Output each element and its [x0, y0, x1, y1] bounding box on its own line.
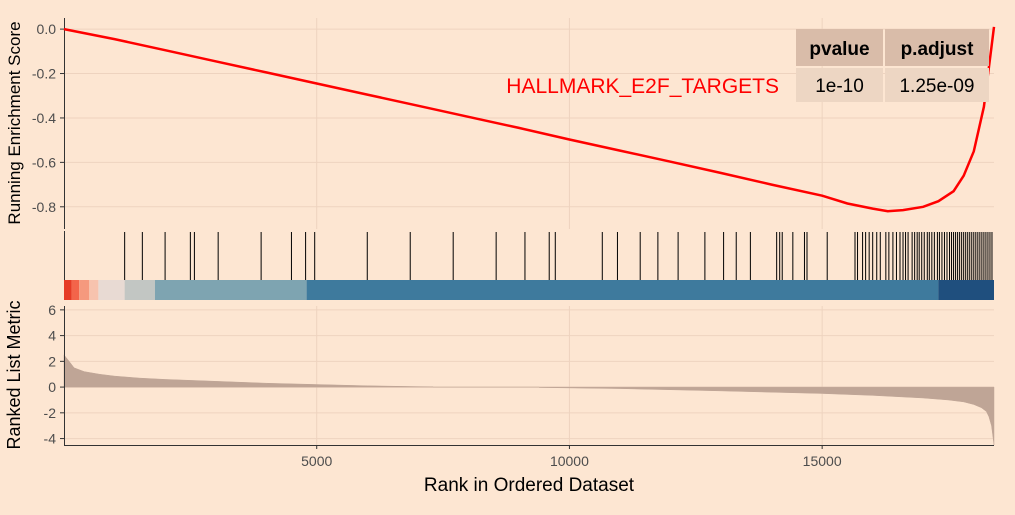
rm-x-ticks: 5000 10000 15000	[301, 445, 842, 469]
gene-set-label: HALLMARK_E2F_TARGETS	[506, 75, 779, 98]
es-curve	[63, 26, 996, 213]
table-value-pvalue: 1e-10	[815, 76, 864, 97]
es-y-axis-label: Running Enrichment Score	[5, 21, 24, 224]
x-axis-label: Rank in Ordered Dataset	[424, 475, 635, 496]
hits-panel	[64, 231, 994, 300]
rm-y-axis-label: Ranked List Metric	[4, 300, 24, 449]
color-band-segment	[306, 280, 939, 300]
metric-panel: 6 4 2 0 -2 -4 5000 10000 15000 Ranked List Metr…	[4, 300, 995, 496]
hit-lines	[124, 232, 993, 280]
rm-y-tick-label: 6	[48, 302, 56, 318]
rm-y-tick-label: 0	[48, 379, 56, 395]
table-header-cell	[796, 29, 883, 66]
color-band-segment	[124, 280, 155, 300]
es-y-tick-label: 0.0	[37, 21, 57, 37]
es-y-ticks: 0.0 -0.2 -0.4 -0.6 -0.8	[32, 21, 64, 215]
rm-y-tick-label: 4	[48, 328, 56, 344]
rm-gridlines	[64, 306, 994, 445]
table-header-pvalue: pvalue	[809, 39, 869, 60]
es-panel: 0.0 -0.2 -0.4 -0.6 -0.8 Running Enrichment S…	[5, 18, 996, 229]
table-header-cell	[885, 29, 989, 66]
rm-y-tick-label: 2	[48, 353, 56, 369]
rank-color-band	[64, 280, 994, 300]
color-band-segment	[71, 280, 80, 300]
color-band-segment	[89, 280, 99, 300]
x-tick-label: 15000	[803, 453, 842, 469]
table-body-cell	[796, 68, 883, 102]
es-y-tick-label: -0.4	[32, 110, 56, 126]
color-band-segment	[79, 280, 90, 300]
es-y-tick-label: -0.2	[32, 66, 56, 82]
table-body-cell	[885, 68, 989, 102]
rm-y-tick-label: -2	[44, 405, 57, 421]
x-tick-label: 10000	[550, 453, 589, 469]
es-y-tick-label: -0.6	[32, 154, 56, 170]
table-value-padjust: 1.25e-09	[899, 76, 974, 97]
color-band-segment	[938, 280, 994, 300]
stats-table: pvalue p.adjust 1e-10 1.25e-09	[796, 29, 989, 102]
rm-y-tick-label: -4	[44, 431, 57, 447]
color-band-segment	[98, 280, 125, 300]
color-band-segment	[154, 280, 307, 300]
rm-area	[63, 354, 995, 446]
x-tick-label: 5000	[301, 453, 332, 469]
es-y-tick-label: -0.8	[32, 199, 56, 215]
table-header-padjust: p.adjust	[901, 39, 975, 60]
color-band-segment	[64, 280, 72, 300]
rm-y-ticks: 6 4 2 0 -2 -4	[44, 302, 64, 447]
